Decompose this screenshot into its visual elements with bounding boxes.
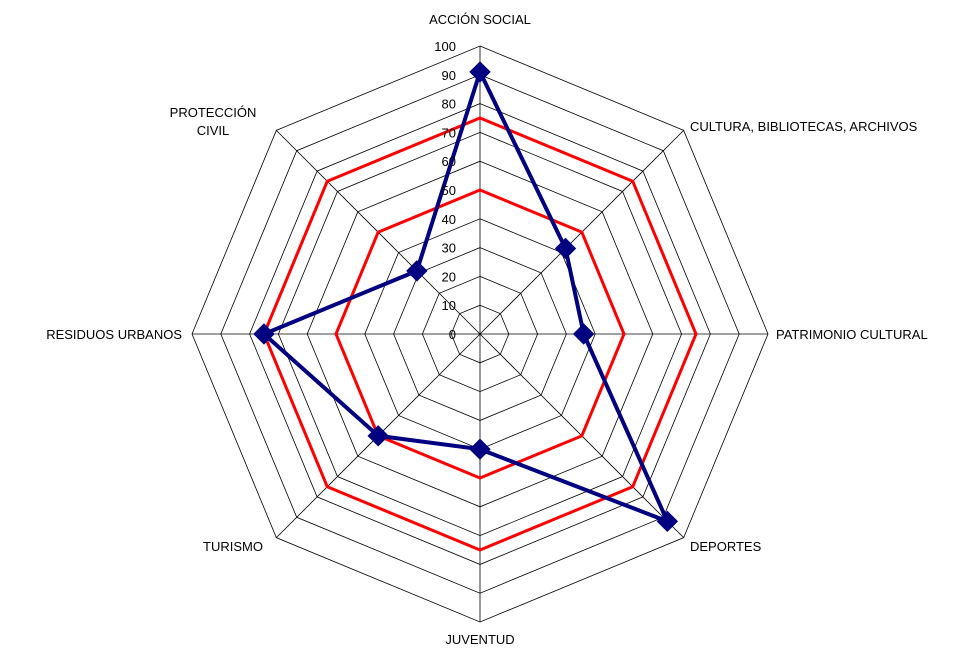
radar-series [253, 61, 698, 552]
radial-axis-ticks: 0 10 20 30 40 50 60 70 80 90 100 [434, 39, 456, 342]
category-label-1: CULTURA, BIBLIOTECAS, ARCHIVOS [690, 119, 918, 134]
tick-label-10: 10 [442, 298, 456, 313]
series-2-marker-4 [469, 438, 491, 460]
series-2-marker-1 [554, 237, 577, 260]
category-label-5: TURISMO [203, 539, 263, 554]
series-2-marker-3 [656, 510, 679, 533]
category-label-3: DEPORTES [690, 539, 762, 554]
tick-label-0: 0 [449, 327, 456, 342]
tick-label-40: 40 [442, 212, 456, 227]
series-0-line [334, 188, 626, 480]
radar-grid [191, 45, 769, 623]
tick-label-70: 70 [442, 125, 456, 140]
category-label-0: ACCIÓN SOCIAL [429, 12, 531, 27]
tick-label-100: 100 [434, 39, 456, 54]
category-label-7-line-0: PROTECCIÓN [170, 105, 257, 120]
tick-label-50: 50 [442, 183, 456, 198]
tick-label-60: 60 [442, 154, 456, 169]
tick-label-80: 80 [442, 97, 456, 112]
category-label-7-line-1: CIVIL [197, 123, 230, 138]
series-2-marker-7 [406, 260, 428, 282]
tick-label-90: 90 [442, 68, 456, 83]
category-labels: ACCIÓN SOCIAL CULTURA, BIBLIOTECAS, ARCHI… [46, 12, 928, 647]
series-1-line [262, 116, 698, 552]
series-2-marker-5 [367, 425, 389, 447]
series-2-marker-0 [469, 61, 491, 83]
category-label-2: PATRIMONIO CULTURAL [776, 327, 928, 342]
series-2-marker-2 [572, 323, 595, 345]
category-label-4: JUVENTUD [445, 632, 514, 647]
tick-label-30: 30 [442, 241, 456, 256]
series-2-marker-6 [253, 323, 275, 345]
category-label-6: RESIDUOS URBANOS [46, 327, 182, 342]
tick-label-20: 20 [442, 269, 456, 284]
